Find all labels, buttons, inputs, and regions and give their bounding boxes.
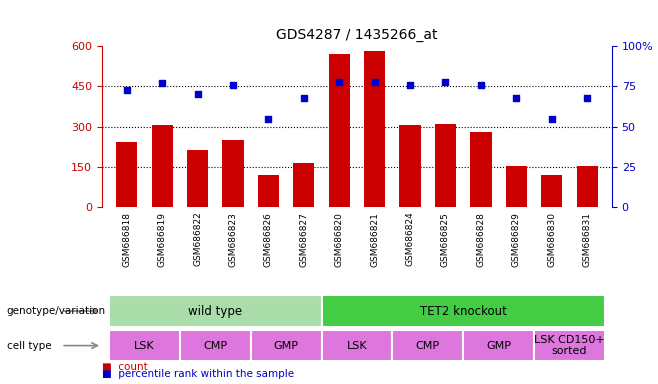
- Point: [263, 116, 274, 122]
- Bar: [506, 166, 527, 207]
- Bar: [541, 175, 563, 207]
- Title: GDS4287 / 1435266_at: GDS4287 / 1435266_at: [276, 28, 438, 42]
- Bar: [322, 296, 605, 326]
- Text: GSM686826: GSM686826: [264, 212, 273, 266]
- Text: GMP: GMP: [486, 341, 511, 351]
- Bar: [258, 175, 279, 207]
- Text: GSM686824: GSM686824: [405, 212, 415, 266]
- Point: [547, 116, 557, 122]
- Text: CMP: CMP: [203, 341, 228, 351]
- Bar: [116, 141, 138, 207]
- Bar: [180, 330, 251, 361]
- Bar: [435, 124, 456, 207]
- Text: GSM686825: GSM686825: [441, 212, 450, 266]
- Text: GSM686821: GSM686821: [370, 212, 379, 266]
- Text: genotype/variation: genotype/variation: [7, 306, 106, 316]
- Point: [405, 82, 415, 88]
- Point: [157, 80, 167, 86]
- Bar: [293, 163, 315, 207]
- Text: cell type: cell type: [7, 341, 51, 351]
- Bar: [463, 330, 534, 361]
- Point: [122, 86, 132, 93]
- Bar: [251, 330, 322, 361]
- Text: CMP: CMP: [416, 341, 440, 351]
- Bar: [470, 132, 492, 207]
- Text: GMP: GMP: [274, 341, 299, 351]
- Text: GSM686831: GSM686831: [582, 212, 592, 266]
- Point: [440, 78, 451, 84]
- Text: GSM686823: GSM686823: [228, 212, 238, 266]
- Point: [192, 91, 203, 98]
- Point: [334, 78, 345, 84]
- Point: [511, 94, 522, 101]
- Text: GSM686830: GSM686830: [547, 212, 556, 266]
- Bar: [399, 125, 420, 207]
- Text: wild type: wild type: [188, 305, 242, 318]
- Text: ■  percentile rank within the sample: ■ percentile rank within the sample: [102, 369, 294, 379]
- Point: [369, 78, 380, 84]
- Bar: [364, 51, 386, 207]
- Text: GSM686829: GSM686829: [512, 212, 521, 266]
- Bar: [109, 296, 322, 326]
- Text: LSK: LSK: [347, 341, 367, 351]
- Text: ■  count: ■ count: [102, 362, 148, 372]
- Bar: [576, 166, 597, 207]
- Bar: [109, 330, 180, 361]
- Text: GSM686827: GSM686827: [299, 212, 309, 266]
- Bar: [187, 149, 208, 207]
- Text: GSM686828: GSM686828: [476, 212, 486, 266]
- Text: GSM686819: GSM686819: [158, 212, 166, 266]
- Text: LSK CD150+
sorted: LSK CD150+ sorted: [534, 335, 605, 356]
- Point: [228, 82, 238, 88]
- Text: TET2 knockout: TET2 knockout: [420, 305, 507, 318]
- Text: GSM686820: GSM686820: [335, 212, 343, 266]
- Bar: [322, 330, 392, 361]
- Point: [476, 82, 486, 88]
- Bar: [392, 330, 463, 361]
- Text: GSM686822: GSM686822: [193, 212, 202, 266]
- Text: LSK: LSK: [134, 341, 155, 351]
- Text: GSM686818: GSM686818: [122, 212, 132, 266]
- Point: [299, 94, 309, 101]
- Bar: [222, 140, 243, 207]
- Point: [582, 94, 592, 101]
- Bar: [328, 54, 350, 207]
- Bar: [151, 125, 173, 207]
- Bar: [534, 330, 605, 361]
